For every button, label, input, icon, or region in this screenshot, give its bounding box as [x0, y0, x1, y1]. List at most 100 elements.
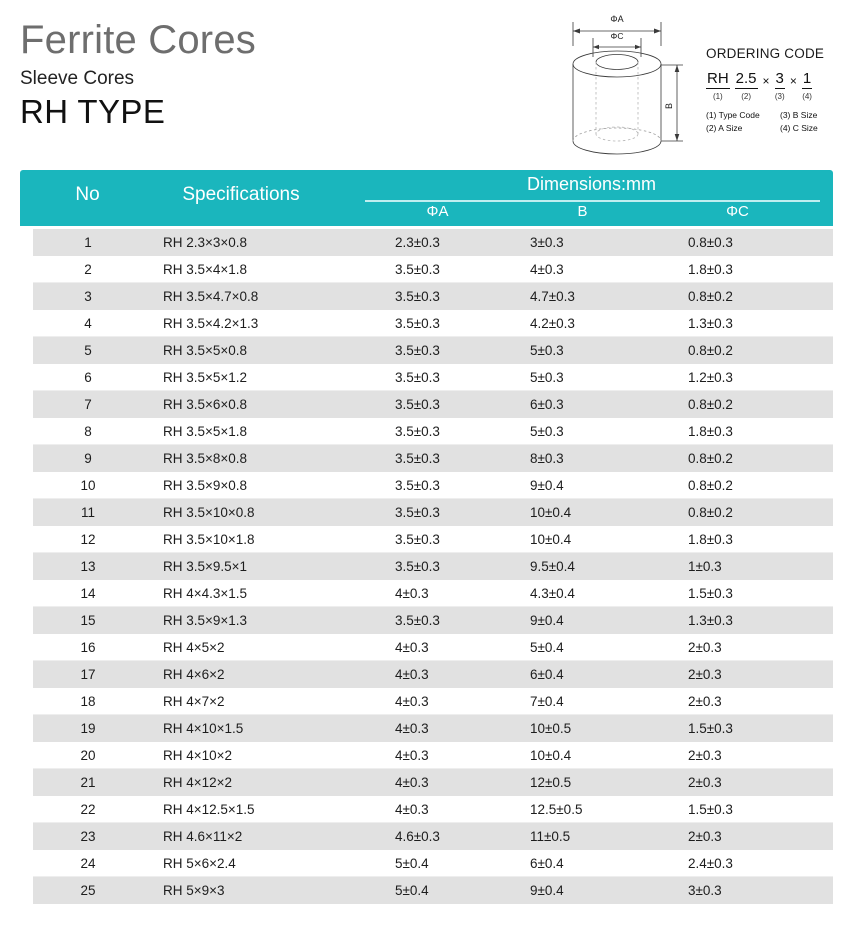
table-row: 20 RH 4×10×2 4±0.3 10±0.4 2±0.3 [33, 742, 833, 769]
code-token-a: 2.5 (2) [734, 70, 758, 102]
cell-dim-c: 2±0.3 [688, 694, 722, 709]
cell-no: 15 [80, 613, 96, 628]
multiply-icon-2: × [789, 74, 797, 88]
cell-specification: RH 3.5×4.7×0.8 [163, 289, 259, 304]
cell-dim-b: 12.5±0.5 [530, 802, 583, 817]
cell-specification: RH 3.5×4.2×1.3 [163, 316, 259, 331]
code-value-a: 2.5 [734, 70, 758, 89]
cell-dim-b: 10±0.4 [530, 748, 572, 763]
table-row: 15 RH 3.5×9×1.3 3.5±0.3 9±0.4 1.3±0.3 [33, 607, 833, 634]
code-index-a: (2) [741, 92, 751, 101]
cell-no: 11 [80, 505, 95, 520]
cell-dim-b: 10±0.5 [530, 721, 572, 736]
cell-dim-c: 1.5±0.3 [688, 721, 733, 736]
cell-no: 7 [84, 397, 92, 412]
cell-specification: RH 3.5×9×1.3 [163, 613, 248, 628]
cell-no: 4 [84, 316, 92, 331]
cell-dim-c: 2±0.3 [688, 640, 722, 655]
cell-dim-a: 3.5±0.3 [395, 532, 440, 547]
column-header-dim-b: B [577, 203, 588, 220]
cell-specification: RH 4×5×2 [163, 640, 225, 655]
legend-row: (2) A Size (4) C Size [706, 122, 846, 135]
table-row: 4 RH 3.5×4.2×1.3 3.5±0.3 4.2±0.3 1.3±0.3 [33, 310, 833, 337]
table-row: 3 RH 3.5×4.7×0.8 3.5±0.3 4.7±0.3 0.8±0.2 [33, 283, 833, 310]
cell-specification: RH 4×12×2 [163, 775, 233, 790]
cell-dim-a: 4±0.3 [395, 694, 429, 709]
table-body: 1 RH 2.3×3×0.8 2.3±0.3 3±0.3 0.8±0.3 2 RH 3.5×… [20, 226, 833, 904]
page-subtitle: Sleeve Cores [20, 68, 135, 89]
cell-dim-b: 10±0.4 [530, 532, 572, 547]
cell-dim-a: 4±0.3 [395, 640, 429, 655]
cell-no: 5 [84, 343, 92, 358]
cell-dim-b: 4±0.3 [530, 262, 564, 277]
cell-specification: RH 4×6×2 [163, 667, 225, 682]
cell-specification: RH 4×10×1.5 [163, 721, 244, 736]
cell-no: 24 [80, 856, 96, 871]
cell-dim-b: 4.2±0.3 [530, 316, 575, 331]
product-type-title: RH TYPE [20, 93, 166, 130]
sleeve-core-drawing: ΦA ΦC B [560, 10, 705, 165]
multiply-icon-1: × [762, 74, 770, 88]
cell-dim-b: 3±0.3 [530, 235, 564, 250]
cell-dim-a: 4±0.3 [395, 802, 429, 817]
cell-specification: RH 3.5×9.5×1 [163, 559, 248, 574]
cell-dim-a: 3.5±0.3 [395, 424, 440, 439]
ordering-code-sample: RH (1) 2.5 (2) × 3 (3) × 1 (4) [706, 70, 846, 102]
cell-dim-b: 9±0.4 [530, 883, 564, 898]
cell-dim-a: 3.5±0.3 [395, 505, 440, 520]
table-row: 16 RH 4×5×2 4±0.3 5±0.4 2±0.3 [33, 634, 833, 661]
title-block: Ferrite Cores Sleeve Cores RH TYPE [20, 18, 256, 131]
header-divider [365, 200, 820, 202]
column-header-dim-a: ΦA [426, 203, 449, 220]
cell-no: 8 [84, 424, 92, 439]
table-row: 24 RH 5×6×2.4 5±0.4 6±0.4 2.4±0.3 [33, 850, 833, 877]
cell-specification: RH 5×6×2.4 [163, 856, 236, 871]
table-row: 8 RH 3.5×5×1.8 3.5±0.3 5±0.3 1.8±0.3 [33, 418, 833, 445]
cell-dim-a: 4.6±0.3 [395, 829, 440, 844]
cell-dim-c: 2±0.3 [688, 829, 722, 844]
cell-specification: RH 4×12.5×1.5 [163, 802, 255, 817]
code-token-b: 3 (3) [774, 70, 785, 102]
cell-no: 21 [80, 775, 96, 790]
cell-no: 20 [80, 748, 96, 763]
cell-no: 2 [84, 262, 92, 277]
cell-dim-c: 0.8±0.2 [688, 289, 733, 304]
code-token-c: 1 (4) [801, 70, 813, 102]
page-title: Ferrite Cores [20, 18, 256, 62]
table-row: 18 RH 4×7×2 4±0.3 7±0.4 2±0.3 [33, 688, 833, 715]
cell-specification: RH 4×10×2 [163, 748, 233, 763]
cell-dim-a: 3.5±0.3 [395, 262, 440, 277]
cell-no: 1 [84, 235, 92, 250]
cell-dim-a: 3.5±0.3 [395, 613, 440, 628]
code-value-c: 1 [801, 70, 813, 89]
table-row: 22 RH 4×12.5×1.5 4±0.3 12.5±0.5 1.5±0.3 [33, 796, 833, 823]
cell-no: 25 [80, 883, 96, 898]
cell-no: 10 [80, 478, 96, 493]
cell-specification: RH 3.5×4×1.8 [163, 262, 248, 277]
code-index-b: (3) [774, 92, 785, 101]
cell-dim-c: 1±0.3 [688, 559, 722, 574]
cell-dim-c: 1.5±0.3 [688, 802, 733, 817]
legend-item-type-code: (1) Type Code [706, 110, 760, 120]
cell-dim-b: 7±0.4 [530, 694, 564, 709]
cell-specification: RH 4×4.3×1.5 [163, 586, 248, 601]
cell-specification: RH 2.3×3×0.8 [163, 235, 248, 250]
code-token-type: RH (1) [706, 70, 730, 102]
cell-dim-a: 3.5±0.3 [395, 316, 440, 331]
cell-no: 22 [80, 802, 96, 817]
cell-dim-b: 9±0.4 [530, 613, 564, 628]
cell-dim-b: 6±0.4 [530, 667, 564, 682]
table-row: 6 RH 3.5×5×1.2 3.5±0.3 5±0.3 1.2±0.3 [33, 364, 833, 391]
cell-no: 6 [84, 370, 92, 385]
column-header-no: No [75, 184, 100, 205]
cell-dim-c: 2±0.3 [688, 775, 722, 790]
cell-dim-b: 4.3±0.4 [530, 586, 575, 601]
cell-specification: RH 3.5×9×0.8 [163, 478, 248, 493]
cell-dim-b: 5±0.3 [530, 424, 564, 439]
column-header-dim-c: ΦC [726, 203, 749, 220]
table-row: 11 RH 3.5×10×0.8 3.5±0.3 10±0.4 0.8±0.2 [33, 499, 833, 526]
cell-dim-c: 0.8±0.2 [688, 451, 733, 466]
cell-dim-a: 5±0.4 [395, 856, 429, 871]
table-row: 5 RH 3.5×5×0.8 3.5±0.3 5±0.3 0.8±0.2 [33, 337, 833, 364]
